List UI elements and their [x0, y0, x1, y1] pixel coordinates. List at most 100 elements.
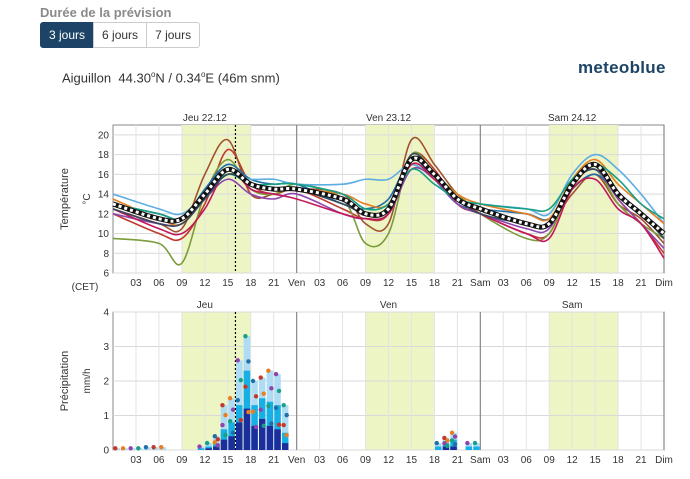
y-axis-unit: mm/h: [82, 369, 93, 394]
precip-bar-min: [220, 439, 228, 450]
precip-bar-min: [228, 436, 235, 450]
precip-member-dot: [261, 423, 266, 429]
precip-member-dot: [238, 417, 243, 423]
precip-member-dot: [227, 396, 233, 401]
precip-bar-max: [281, 405, 289, 450]
y-tick-label: 8: [103, 249, 109, 260]
x-tick-label: Ven: [288, 278, 305, 289]
precip-member-dot: [266, 403, 271, 409]
x-tick-label: 12: [383, 278, 395, 289]
day-label: Ven: [380, 300, 397, 311]
location-lon-dir: E: [205, 70, 215, 86]
x-tick-label: 06: [337, 278, 349, 289]
x-tick-label: 15: [222, 455, 234, 466]
location-lat: 44.30: [118, 70, 151, 86]
x-tick-label: 09: [360, 455, 372, 466]
precip-member-dot: [212, 434, 218, 439]
precip-member-dot: [223, 432, 228, 438]
x-tick-label: 21: [452, 455, 464, 466]
precip-member-dot: [445, 443, 450, 449]
duration-7-days-button[interactable]: 7 jours: [146, 22, 201, 48]
precip-member-dot: [465, 440, 470, 446]
precip-member-dot: [284, 432, 289, 438]
x-tick-label: 09: [176, 278, 188, 289]
precip-member-dot: [452, 442, 458, 447]
precip-member-dot: [143, 445, 149, 450]
duration-button-group: 3 jours 6 jours 7 jours: [40, 22, 201, 48]
precip-member-dot: [434, 440, 439, 446]
precip-member-dot: [246, 359, 251, 364]
precip-member-dot: [212, 440, 218, 445]
precip-member-dot: [258, 407, 263, 412]
y-tick-label: 1: [103, 411, 109, 422]
precip-bar-mean: [274, 405, 281, 450]
precip-bar-max: [220, 405, 228, 450]
x-tick-label: Ven: [288, 455, 305, 466]
precip-member-dot: [269, 421, 274, 426]
precip-member-dot: [151, 445, 156, 450]
x-tick-label: 12: [383, 455, 395, 466]
y-axis-label: Précipitation: [59, 351, 71, 412]
x-tick-label: 03: [314, 278, 326, 289]
location-info: Aiguillon 44.30oN / 0.34oE (46m snm): [62, 70, 280, 86]
x-tick-label: 18: [613, 455, 625, 466]
x-tick-label: 15: [406, 278, 418, 289]
x-tick-label: 12: [199, 278, 211, 289]
precip-member-dot: [253, 394, 259, 399]
precip-member-dot: [258, 375, 263, 380]
precip-member-dot: [273, 405, 279, 411]
y-tick-label: 20: [98, 130, 110, 141]
daylight-band: [365, 125, 435, 273]
precip-member-dot: [246, 409, 251, 415]
precip-member-dot: [449, 430, 455, 435]
precip-member-dot: [442, 435, 447, 441]
precip-member-dot: [120, 446, 126, 451]
precip-member-dot: [276, 388, 282, 394]
y-tick-label: 2: [103, 377, 109, 388]
precip-member-dot: [230, 430, 236, 435]
precip-bar-min: [450, 446, 457, 450]
precip-bar-min: [258, 418, 266, 450]
precip-member-dot: [136, 446, 141, 451]
precip-bar-mean: [434, 446, 442, 450]
x-tick-label: 15: [222, 278, 234, 289]
x-tick-label: 18: [245, 455, 257, 466]
precip-bar-min: [243, 408, 251, 450]
precip-member-dot: [250, 409, 256, 414]
x-tick-label: 15: [590, 278, 602, 289]
precip-member-dot: [281, 422, 286, 428]
location-name: Aiguillon: [62, 70, 112, 86]
precip-bar-mean: [473, 446, 480, 450]
precip-member-dot: [113, 446, 118, 451]
x-tick-label: 21: [268, 455, 280, 466]
precip-bar-mean: [197, 448, 205, 450]
precip-bar-min: [274, 429, 281, 450]
y-axis-unit: °C: [82, 193, 93, 204]
x-tick-label: 18: [429, 455, 441, 466]
x-tick-label: 12: [199, 455, 211, 466]
x-tick-label: 21: [452, 278, 464, 289]
y-tick-label: 16: [98, 170, 110, 181]
x-tick-label: 09: [360, 278, 372, 289]
x-tick-label: 06: [521, 455, 533, 466]
precip-member-dot: [284, 412, 289, 418]
x-tick-label: Sam: [470, 278, 491, 289]
precip-member-dot: [223, 412, 228, 418]
y-tick-label: 6: [103, 269, 109, 280]
x-tick-label: 03: [314, 455, 326, 466]
meteoblue-logo[interactable]: meteoblue: [578, 58, 666, 77]
precip-member-dot: [276, 422, 282, 427]
x-tick-label: 18: [613, 278, 625, 289]
x-tick-label: Dim: [655, 455, 673, 466]
precip-bar-min: [266, 425, 274, 450]
forecast-duration-label: Durée de la prévision: [40, 5, 172, 20]
location-lon: 0.34: [175, 70, 201, 86]
precip-member-dot: [128, 446, 133, 451]
x-tick-label: 09: [544, 455, 556, 466]
x-tick-label: 03: [130, 278, 142, 289]
x-tick-label: 15: [406, 455, 418, 466]
location-lat-dir: N: [155, 70, 165, 86]
precip-member-dot: [243, 333, 248, 339]
precip-member-dot: [235, 358, 240, 363]
